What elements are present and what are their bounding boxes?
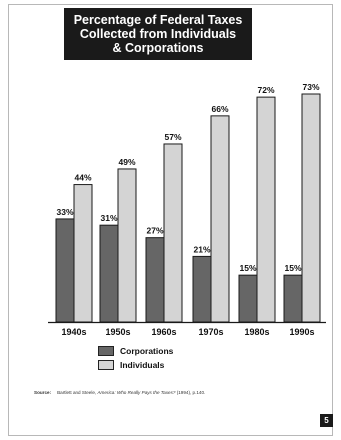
chart-title-line-2: Collected from Individuals <box>79 27 237 41</box>
bar-individuals-1950s <box>117 168 137 323</box>
bar-corporations-1960s <box>145 237 165 323</box>
x-tick-label-1960s: 1960s <box>151 327 176 337</box>
bar-corporations-1950s <box>99 224 119 323</box>
legend: Corporations Individuals <box>98 344 173 372</box>
source-text-after: (1994), p.140. <box>175 390 206 395</box>
source-text-before: Bartlett and Steele, <box>57 390 98 395</box>
bar-individuals-1970s <box>210 115 230 323</box>
bar-individuals-1960s <box>163 143 183 323</box>
bar-individuals-1940s <box>73 184 93 323</box>
data-label-corporations-1940s: 33% <box>56 207 73 217</box>
legend-swatch-corporations <box>98 346 114 356</box>
source-book-title: America: Who Really Pays the Taxes? <box>97 390 176 395</box>
bar-corporations-1970s <box>192 255 212 323</box>
chart-title-line-1: Percentage of Federal Taxes <box>73 13 243 27</box>
page-number: 5 <box>320 414 333 427</box>
chart-title-line-3: & Corporations <box>112 41 204 55</box>
x-tick-label-1950s: 1950s <box>105 327 130 337</box>
bar-corporations-1940s <box>55 218 75 323</box>
data-label-individuals-1970s: 66% <box>211 104 228 114</box>
legend-label-corporations: Corporations <box>120 346 174 356</box>
x-tick-label-1990s: 1990s <box>289 327 314 337</box>
data-label-individuals-1950s: 49% <box>118 157 135 167</box>
legend-label-individuals: Individuals <box>120 360 165 370</box>
data-label-corporations-1980s: 15% <box>239 263 256 273</box>
source-citation: Source: Bartlett and Steele, America: Who… <box>34 390 205 395</box>
legend-swatch-individuals <box>98 360 114 370</box>
chart-title: Percentage of Federal Taxes Collected fr… <box>64 8 252 60</box>
bar-corporations-1980s <box>238 274 258 323</box>
data-label-individuals-1980s: 72% <box>257 85 274 95</box>
data-label-corporations-1960s: 27% <box>146 226 163 236</box>
bar-corporations-1990s <box>283 274 303 323</box>
legend-item-individuals: Individuals <box>98 358 173 372</box>
bar-individuals-1990s <box>301 93 321 323</box>
data-label-individuals-1990s: 73% <box>302 82 319 92</box>
data-label-individuals-1940s: 44% <box>74 173 91 183</box>
data-label-individuals-1960s: 57% <box>164 132 181 142</box>
x-tick-label-1970s: 1970s <box>198 327 223 337</box>
legend-item-corporations: Corporations <box>98 344 173 358</box>
data-label-corporations-1950s: 31% <box>100 213 117 223</box>
x-tick-label-1940s: 1940s <box>61 327 86 337</box>
data-label-corporations-1970s: 21% <box>193 244 210 254</box>
x-tick-label-1980s: 1980s <box>244 327 269 337</box>
source-label: Source: <box>34 390 52 395</box>
data-label-corporations-1990s: 15% <box>284 263 301 273</box>
bar-individuals-1980s <box>256 96 276 323</box>
